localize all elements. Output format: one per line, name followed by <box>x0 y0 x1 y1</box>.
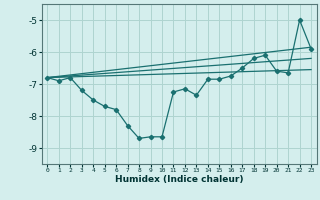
X-axis label: Humidex (Indice chaleur): Humidex (Indice chaleur) <box>115 175 244 184</box>
